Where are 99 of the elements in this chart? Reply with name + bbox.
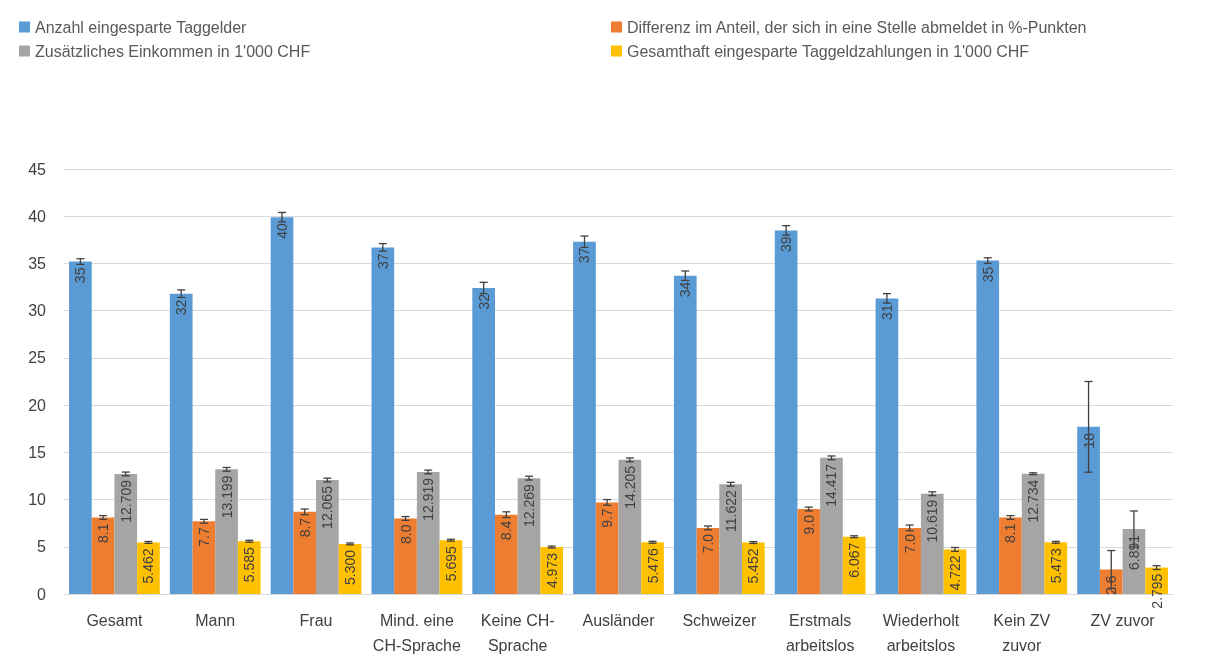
bar	[797, 509, 821, 594]
bar	[91, 517, 115, 594]
data-label: 5.695	[442, 546, 459, 582]
data-label: 37	[374, 253, 391, 269]
data-label: 32	[173, 299, 190, 316]
bar	[976, 260, 1000, 594]
data-label: 8.1	[1002, 523, 1019, 543]
x-tick-label: Kein ZV zuvor	[993, 612, 1051, 654]
data-label: 8.0	[397, 524, 414, 544]
data-label: 10.619	[924, 499, 941, 543]
bar	[774, 230, 798, 594]
data-label: 39	[778, 236, 795, 252]
data-label: 14.417	[823, 463, 840, 507]
data-label: 5.473	[1047, 548, 1064, 584]
y-tick-label: 10	[28, 491, 47, 509]
bar	[316, 480, 339, 594]
y-tick-label: 15	[28, 443, 47, 461]
data-label: 12.734	[1025, 479, 1042, 523]
data-label: 5.585	[241, 547, 258, 583]
bar	[573, 241, 596, 594]
bar	[114, 473, 138, 594]
data-label: 5.476	[644, 548, 661, 584]
bar	[517, 478, 541, 594]
bar	[293, 511, 317, 594]
data-label: 35	[979, 266, 996, 283]
x-tick-label: Mann	[195, 612, 236, 629]
x-tick-label: Wiederholt arbeitslos	[882, 612, 960, 654]
data-label: 7.0	[901, 533, 918, 554]
bar	[215, 469, 238, 594]
data-label: 7.0	[699, 533, 716, 554]
data-label: 12.709	[117, 479, 134, 523]
y-tick-label: 30	[28, 302, 47, 320]
data-label: 6.891	[1125, 534, 1142, 570]
data-label: 9.0	[800, 514, 817, 535]
x-tick-label: Erstmals arbeitslos	[785, 612, 855, 654]
bar	[875, 298, 899, 594]
y-tick-label: 45	[28, 160, 47, 178]
bar	[999, 517, 1022, 594]
data-label: 12.269	[521, 483, 538, 527]
bar	[270, 217, 294, 594]
bar	[69, 261, 92, 594]
data-label: 32	[475, 293, 492, 310]
x-tick-label: Ausländer	[582, 612, 656, 629]
bar	[719, 484, 742, 594]
data-label: 5.300	[342, 549, 359, 585]
data-label: 14.205	[621, 465, 638, 509]
data-label: 34	[677, 281, 694, 298]
data-label: 6.067	[846, 542, 863, 578]
y-tick-label: 25	[28, 349, 47, 367]
bar	[820, 457, 843, 594]
bar	[618, 459, 642, 594]
bar	[472, 288, 495, 594]
bar	[673, 275, 697, 594]
x-tick-label: Gesamt	[86, 612, 143, 629]
legend-label: Zusätzliches Einkommen in 1'000 CHF	[35, 42, 311, 60]
data-label: 35	[72, 267, 89, 284]
bar	[595, 502, 619, 594]
bar	[371, 247, 395, 594]
bar	[898, 527, 921, 594]
data-label: 12.919	[420, 477, 437, 521]
data-label: 7.7	[195, 527, 212, 547]
y-tick-label: 40	[28, 207, 47, 225]
y-tick-label: 35	[28, 254, 47, 272]
x-tick-label: Frau	[299, 612, 333, 629]
x-tick-label: Schweizer	[682, 612, 757, 629]
data-label: 31	[878, 304, 895, 320]
bar	[696, 527, 720, 594]
data-label: 37	[576, 247, 593, 264]
data-label: 2.6	[1103, 575, 1120, 595]
bar	[1021, 473, 1045, 594]
legend-label: Differenz im Anteil, der sich in eine Stelle abmeldet in %-Punkten	[627, 18, 1087, 36]
data-label: 8.1	[95, 523, 112, 543]
bar	[1077, 426, 1100, 594]
x-tick-label: ZV zuvor	[1090, 612, 1156, 629]
data-label: 5.452	[745, 548, 762, 584]
y-tick-label: 20	[28, 396, 47, 414]
data-label: 13.199	[218, 475, 235, 519]
bar	[920, 493, 944, 594]
data-label: 5.462	[140, 548, 157, 584]
data-label: 8.4	[498, 520, 515, 541]
legend-label: Anzahl eingesparte Taggelder	[35, 18, 248, 36]
data-label: 8.7	[296, 517, 313, 538]
y-tick-label: 5	[37, 538, 47, 556]
x-tick-label: Keine CH- Sprache	[480, 612, 555, 654]
data-label: 40	[274, 222, 291, 239]
bar	[169, 293, 193, 594]
data-label: 4.722	[946, 555, 963, 591]
data-label: 12.065	[319, 485, 336, 529]
legend-label: Gesamthaft eingesparte Taggeldzahlungen in 1'000 CHF	[627, 42, 1030, 60]
bar	[394, 518, 417, 594]
data-label: 11.622	[722, 490, 739, 533]
data-label: 9.7	[599, 508, 616, 528]
bar	[192, 521, 216, 594]
data-label: 4.973	[543, 552, 560, 589]
bar	[416, 471, 440, 594]
y-tick-label: 0	[37, 585, 47, 603]
x-tick-label: Mind. eine CH-Sprache	[372, 612, 461, 654]
data-label: 2.795	[1148, 573, 1165, 609]
bar	[495, 514, 518, 594]
